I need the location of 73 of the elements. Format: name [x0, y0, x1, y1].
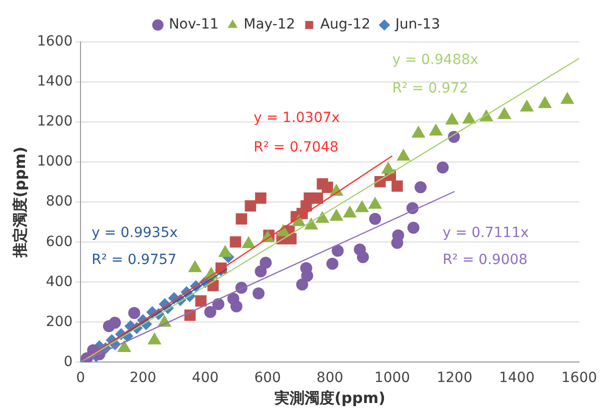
point — [244, 200, 256, 212]
point — [195, 295, 207, 307]
point — [428, 123, 443, 136]
point — [108, 316, 121, 329]
point — [462, 111, 476, 124]
point — [254, 265, 267, 278]
point — [342, 206, 357, 218]
annotation: R² = 0.9757 — [92, 252, 177, 268]
point — [312, 192, 324, 204]
point — [381, 162, 396, 174]
point — [255, 192, 266, 204]
point — [411, 126, 426, 138]
x-tick-label: 600 — [254, 370, 281, 386]
annotation: R² = 0.7048 — [254, 139, 339, 156]
annotation: y = 1.0307x — [254, 110, 340, 126]
point — [304, 218, 318, 230]
legend-label: Nov-11 — [168, 16, 219, 33]
y-tick-label: 800 — [46, 194, 73, 210]
point — [212, 298, 224, 310]
point — [330, 208, 344, 221]
point — [227, 292, 240, 305]
point — [392, 180, 403, 192]
x-tick-label: 800 — [316, 370, 344, 386]
point — [128, 306, 140, 319]
point — [355, 200, 369, 212]
point — [445, 112, 459, 124]
point — [497, 107, 512, 120]
x-tick-label: 1400 — [499, 370, 535, 386]
x-tick-label: 1000 — [374, 370, 410, 386]
point — [252, 287, 265, 300]
x-tick-label: 200 — [130, 370, 156, 386]
annotation: y = 0.7111x — [442, 224, 529, 241]
point — [368, 196, 382, 209]
annotation: R² = 0.972 — [392, 80, 468, 96]
x-tick-label: 0 — [76, 370, 86, 386]
y-tick-label: 200 — [46, 314, 73, 330]
y-axis-title: 推定濁度(ppm) — [10, 146, 29, 259]
y-tick-label: 1200 — [36, 114, 73, 130]
y-tick-label: 0 — [64, 354, 73, 370]
point — [322, 182, 334, 193]
x-tick-label: 1200 — [436, 370, 472, 386]
legend-label: May-12 — [244, 16, 296, 33]
point — [236, 213, 248, 225]
point — [392, 229, 404, 242]
point — [407, 222, 420, 234]
point — [296, 278, 308, 291]
y-tick-label: 600 — [46, 234, 73, 250]
point — [560, 92, 574, 104]
y-tick-label: 1400 — [36, 74, 73, 90]
y-tick-label: 400 — [46, 274, 73, 290]
point — [260, 256, 272, 269]
point — [230, 236, 242, 248]
point — [369, 212, 382, 225]
x-axis-title: 実測濁度(ppm) — [273, 388, 386, 407]
point — [204, 306, 216, 318]
point — [520, 99, 534, 112]
point — [436, 161, 449, 174]
y-tick-label: 1600 — [36, 34, 73, 50]
point — [414, 181, 427, 194]
annotation: y = 0.9935x — [92, 224, 178, 241]
x-tick-label: 1600 — [561, 370, 598, 386]
point — [396, 148, 410, 161]
x-tick-label: 400 — [192, 370, 219, 386]
point — [538, 96, 552, 108]
y-tick-label: 1000 — [36, 154, 73, 170]
point — [242, 236, 256, 248]
annotation: R² = 0.9008 — [442, 252, 528, 268]
point — [326, 258, 338, 270]
legend-label: Aug-12 — [320, 16, 370, 33]
point — [332, 244, 344, 257]
annotation: y = 0.9488x — [392, 52, 478, 68]
point — [354, 244, 366, 256]
legend-label: Jun-13 — [394, 16, 440, 33]
